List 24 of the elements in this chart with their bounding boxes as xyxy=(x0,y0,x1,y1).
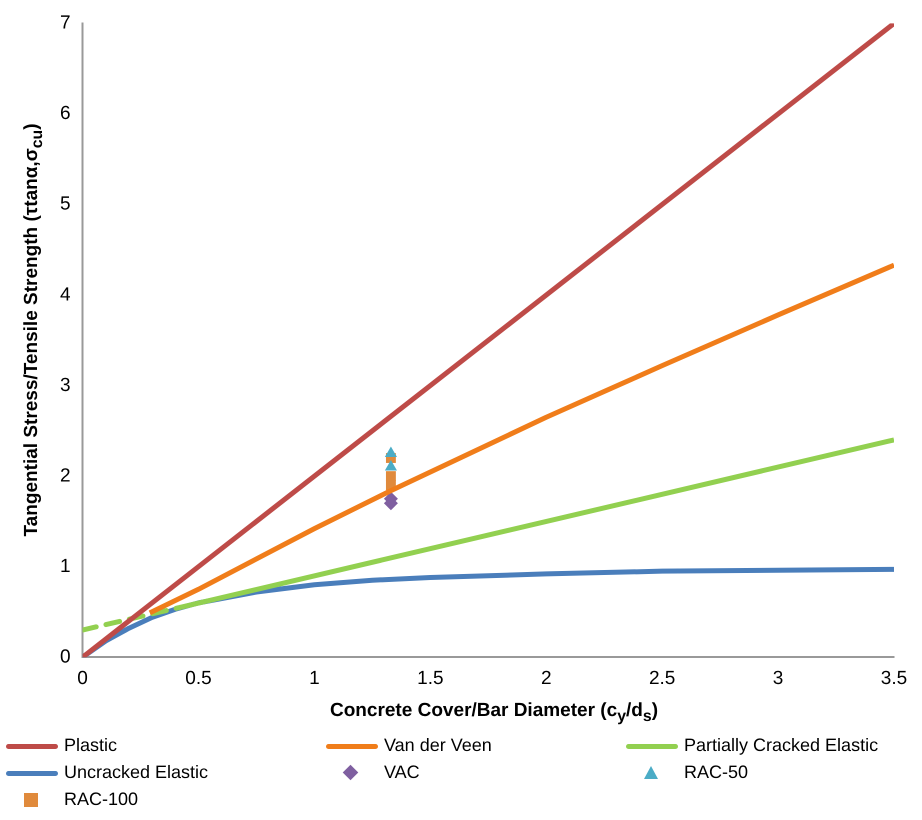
y-tick-label: 7 xyxy=(60,12,71,34)
x-tick-label: 3.5 xyxy=(880,668,908,689)
y-tick-label: 5 xyxy=(60,194,71,215)
y-tick-label: 3 xyxy=(60,374,71,396)
legend-label: RAC-100 xyxy=(64,789,138,810)
x-tick-label: 2.5 xyxy=(648,668,676,689)
legend-label: Partially Cracked Elastic xyxy=(684,735,878,756)
y-tick-label: 1 xyxy=(60,556,71,577)
y-tick-label: 2 xyxy=(60,465,71,486)
legend-label: RAC-50 xyxy=(684,762,748,783)
y-tick-label: 6 xyxy=(60,103,71,124)
legend-label: Uncracked Elastic xyxy=(64,762,208,783)
legend-label: Plastic xyxy=(64,735,118,756)
x-tick-label: 1 xyxy=(309,668,320,689)
legend-label: Van der Veen xyxy=(384,735,492,756)
x-tick-label: 3 xyxy=(772,668,784,689)
x-tick-label: 0.5 xyxy=(185,668,212,689)
x-tick-label: 0 xyxy=(77,668,88,689)
x-tick-label: 1.5 xyxy=(417,668,444,689)
y-tick-label: 0 xyxy=(60,646,71,668)
x-tick-label: 2 xyxy=(540,668,552,689)
legend-label: VAC xyxy=(384,762,420,783)
x-axis-title: Concrete Cover/Bar Diameter (c$_{y}$/d$_{s}$) xyxy=(330,700,658,726)
y-tick-label: 4 xyxy=(60,284,71,306)
